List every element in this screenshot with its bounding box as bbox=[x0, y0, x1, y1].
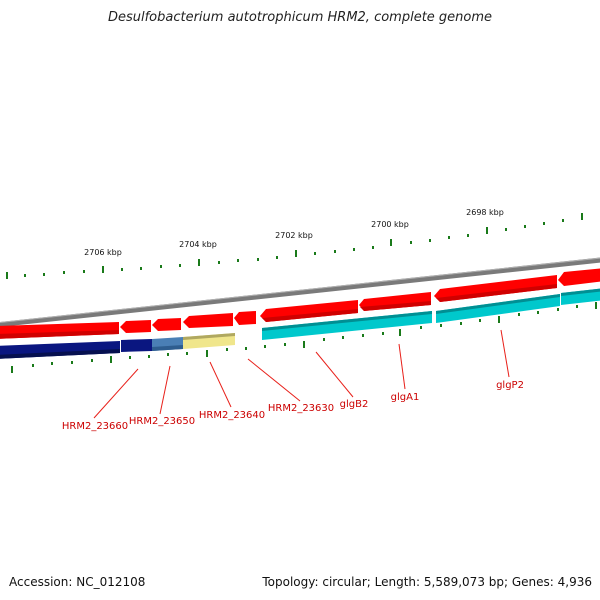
topology-text: Topology: circular; Length: 5,589,073 bp… bbox=[262, 575, 592, 589]
outer-ticks bbox=[6, 213, 583, 279]
gene-label: HRM2_23650 bbox=[129, 416, 195, 427]
scale-label: 2700 kbp bbox=[371, 220, 409, 229]
cds-arrow bbox=[183, 313, 233, 328]
scale-label: 2706 kbp bbox=[84, 248, 122, 257]
cds-arrow bbox=[152, 318, 181, 331]
map-title: Desulfobacterium autotrophicum HRM2, com… bbox=[107, 10, 493, 25]
gene-label: glgB2 bbox=[340, 399, 369, 410]
cds-arrow bbox=[558, 268, 600, 286]
scale-label: 2704 kbp bbox=[179, 240, 217, 249]
gene-label: glgP2 bbox=[496, 380, 524, 391]
backbone-ring bbox=[0, 257, 600, 327]
gene-label: glgA1 bbox=[391, 392, 420, 403]
gene-label: HRM2_23630 bbox=[268, 403, 334, 414]
cds-navy bbox=[121, 339, 152, 352]
cds-arrow bbox=[120, 320, 151, 333]
gene-label: HRM2_23660 bbox=[62, 421, 128, 432]
accession-text: Accession: NC_012108 bbox=[9, 575, 146, 589]
scale-label: 2702 kbp bbox=[275, 231, 313, 240]
inner-ticks bbox=[11, 302, 597, 373]
forward-cds-track bbox=[0, 268, 600, 339]
reverse-cds-track bbox=[0, 288, 600, 359]
leader-lines bbox=[93, 329, 510, 419]
scale-label: 2698 kbp bbox=[466, 208, 504, 217]
cds-arrow bbox=[234, 311, 256, 325]
gene-label: HRM2_23640 bbox=[199, 410, 265, 421]
